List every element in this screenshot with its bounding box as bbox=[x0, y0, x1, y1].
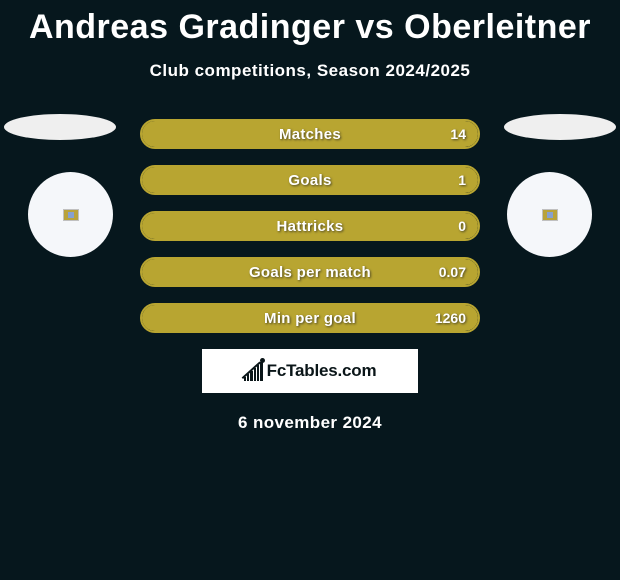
stat-bar: Goals per match0.07 bbox=[140, 257, 480, 287]
flag-icon bbox=[542, 209, 558, 221]
stat-value-right: 1260 bbox=[435, 310, 466, 326]
stat-bar: Min per goal1260 bbox=[140, 303, 480, 333]
stat-label: Goals bbox=[142, 172, 478, 189]
flag-icon bbox=[63, 209, 79, 221]
page-subtitle: Club competitions, Season 2024/2025 bbox=[0, 61, 620, 81]
player-right-oval bbox=[504, 114, 616, 140]
stat-label: Min per goal bbox=[142, 310, 478, 327]
stat-label: Goals per match bbox=[142, 264, 478, 281]
stat-value-right: 0 bbox=[458, 218, 466, 234]
footer-date: 6 november 2024 bbox=[0, 413, 620, 433]
player-right-avatar bbox=[507, 172, 592, 257]
chart-icon bbox=[244, 361, 263, 381]
stat-value-right: 14 bbox=[450, 126, 466, 142]
comparison-area: Matches14 Goals1 Hattricks0 Goals per match… bbox=[0, 119, 620, 433]
player-left-avatar bbox=[28, 172, 113, 257]
page-title: Andreas Gradinger vs Oberleitner bbox=[0, 0, 620, 47]
site-logo: FcTables.com bbox=[202, 349, 418, 393]
stat-bar: Hattricks0 bbox=[140, 211, 480, 241]
stat-bar: Matches14 bbox=[140, 119, 480, 149]
logo-text: FcTables.com bbox=[267, 361, 377, 381]
stat-label: Hattricks bbox=[142, 218, 478, 235]
stat-label: Matches bbox=[142, 126, 478, 143]
stat-value-right: 0.07 bbox=[439, 264, 466, 280]
player-left-oval bbox=[4, 114, 116, 140]
stat-bars: Matches14 Goals1 Hattricks0 Goals per match… bbox=[140, 119, 480, 333]
stat-value-right: 1 bbox=[458, 172, 466, 188]
stat-bar: Goals1 bbox=[140, 165, 480, 195]
